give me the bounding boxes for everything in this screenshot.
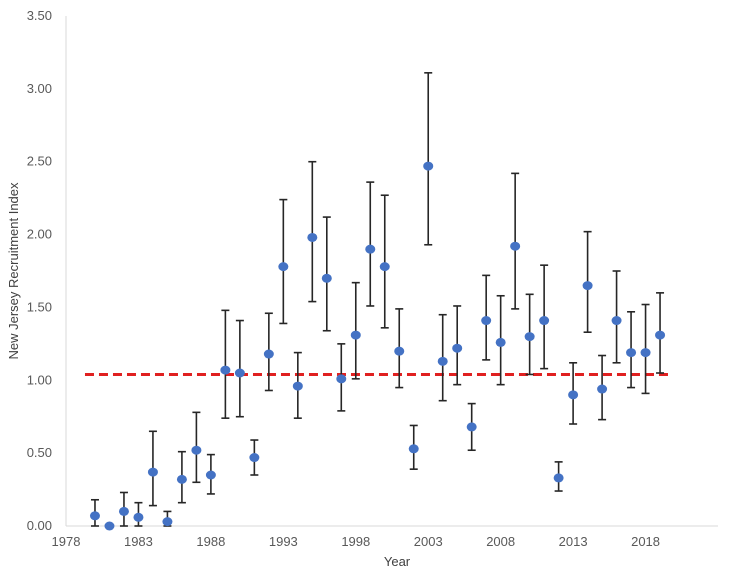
x-tick-label: 1983 — [124, 534, 153, 549]
data-point — [307, 232, 318, 242]
data-point — [394, 346, 405, 356]
x-tick-label: 1993 — [269, 534, 298, 549]
data-point — [640, 348, 651, 358]
data-point — [292, 381, 303, 391]
y-tick-label: 0.00 — [27, 518, 52, 533]
data-point — [524, 332, 535, 342]
x-axis-title: Year — [384, 554, 411, 569]
data-point — [597, 384, 608, 394]
data-point — [408, 444, 419, 454]
error-bar — [511, 172, 520, 310]
data-point — [205, 470, 216, 480]
data-point — [220, 365, 231, 375]
data-point — [89, 511, 100, 521]
error-bar — [380, 194, 389, 329]
y-axis-title: New Jersey Recruitment Index — [6, 182, 21, 360]
data-point — [249, 453, 260, 463]
axes — [65, 16, 718, 527]
x-tick-label: 2008 — [486, 534, 515, 549]
data-points — [89, 161, 666, 531]
y-tick-label: 1.50 — [27, 299, 52, 314]
data-point — [350, 330, 361, 340]
data-point — [553, 473, 564, 483]
data-point — [162, 517, 173, 527]
data-point — [510, 241, 521, 251]
data-point — [133, 512, 144, 522]
data-point — [481, 316, 492, 326]
x-tick-label: 2013 — [559, 534, 588, 549]
error-bar — [221, 309, 230, 419]
y-tick-label: 3.00 — [27, 81, 52, 96]
x-tick-label: 1988 — [196, 534, 225, 549]
data-point — [191, 445, 202, 455]
data-point — [147, 467, 158, 477]
data-point — [263, 349, 274, 359]
data-point — [495, 337, 506, 347]
data-point — [582, 281, 593, 291]
error-bars — [90, 72, 665, 527]
data-point — [423, 161, 434, 171]
error-bar — [366, 181, 375, 307]
data-point — [466, 422, 477, 432]
x-tick-label: 2018 — [631, 534, 660, 549]
y-tick-label: 0.50 — [27, 445, 52, 460]
data-point — [611, 316, 622, 326]
error-bar — [424, 72, 433, 246]
y-tick-label: 2.00 — [27, 227, 52, 242]
data-point — [437, 356, 448, 366]
data-point — [568, 390, 579, 400]
error-bar — [308, 160, 317, 303]
data-point — [336, 374, 347, 384]
y-tick-label: 2.50 — [27, 154, 52, 169]
x-tick-label: 1998 — [341, 534, 370, 549]
data-point — [379, 262, 390, 272]
data-point — [626, 348, 637, 358]
data-point — [176, 474, 187, 484]
data-point — [452, 343, 463, 353]
data-point — [234, 368, 245, 378]
data-point — [655, 330, 666, 340]
y-tick-label: 3.50 — [27, 8, 52, 23]
y-tick-labels: 0.00 0.50 1.00 1.50 2.00 2.50 3.00 3.50 — [27, 8, 52, 533]
data-point — [118, 506, 129, 516]
data-point — [278, 262, 289, 272]
data-point — [321, 273, 332, 283]
x-tick-label: 1978 — [52, 534, 81, 549]
x-tick-label: 2003 — [414, 534, 443, 549]
data-point — [365, 244, 376, 254]
y-tick-label: 1.00 — [27, 372, 52, 387]
x-tick-labels: 1978 1983 1988 1993 1998 2003 2008 2013 2018 — [52, 534, 660, 549]
error-bar — [279, 198, 288, 325]
data-point — [539, 316, 550, 326]
data-point — [104, 521, 115, 531]
